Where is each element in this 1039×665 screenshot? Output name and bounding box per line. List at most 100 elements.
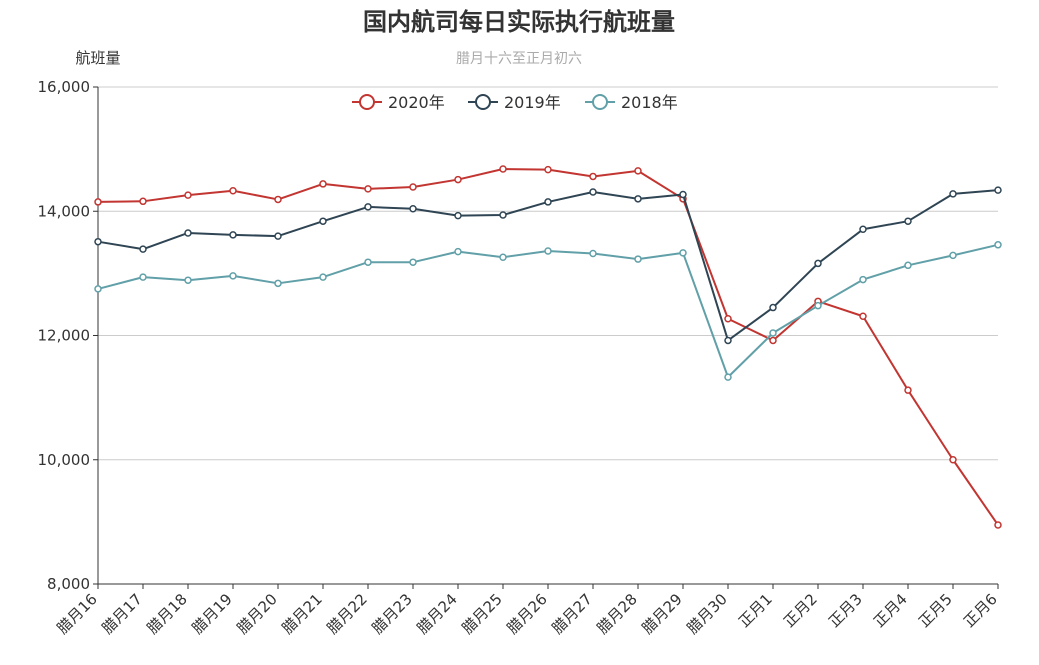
data-point[interactable]	[679, 249, 687, 257]
data-point[interactable]	[409, 183, 417, 191]
data-point[interactable]	[769, 303, 777, 312]
legend-item[interactable]: 2018年	[585, 93, 678, 112]
data-point[interactable]	[544, 198, 552, 206]
series-line	[97, 168, 999, 526]
data-point[interactable]	[589, 172, 597, 181]
axes: 8,00010,00012,00014,00016,000腊月16腊月17腊月1…	[38, 78, 1001, 638]
series-line	[97, 243, 999, 379]
data-point[interactable]	[949, 251, 957, 260]
data-point[interactable]	[859, 225, 867, 234]
legend-label: 2018年	[621, 93, 678, 112]
data-point[interactable]	[94, 198, 102, 206]
x-tick-label: 腊月29	[638, 590, 685, 637]
data-point[interactable]	[679, 190, 687, 199]
legend-item[interactable]: 2020年	[352, 93, 445, 112]
data-point[interactable]	[724, 314, 732, 323]
data-point[interactable]	[364, 203, 372, 211]
legend-label: 2019年	[504, 93, 561, 112]
data-point[interactable]	[454, 175, 462, 184]
data-point[interactable]	[319, 273, 327, 281]
y-tick-label: 12,000	[38, 327, 91, 345]
data-point[interactable]	[994, 186, 1002, 194]
x-tick-label: 腊月22	[323, 590, 370, 637]
x-tick-label: 正月2	[780, 590, 821, 631]
x-tick-label: 正月6	[960, 590, 1001, 631]
legend-label: 2020年	[388, 93, 445, 112]
data-point[interactable]	[769, 329, 777, 337]
data-point[interactable]	[634, 167, 642, 175]
data-point[interactable]	[184, 191, 192, 199]
x-tick-label: 正月5	[915, 590, 956, 631]
data-point[interactable]	[364, 258, 372, 266]
x-tick-label: 腊月19	[188, 590, 235, 637]
data-point[interactable]	[454, 211, 462, 220]
data-point[interactable]	[94, 285, 102, 293]
x-tick-label: 腊月26	[503, 590, 550, 637]
data-point[interactable]	[949, 190, 957, 198]
data-point[interactable]	[634, 195, 642, 203]
data-point[interactable]	[229, 231, 237, 239]
data-point[interactable]	[499, 253, 507, 261]
data-point[interactable]	[274, 232, 282, 240]
data-point[interactable]	[454, 247, 462, 256]
data-point[interactable]	[319, 180, 327, 188]
x-tick-label: 腊月17	[98, 590, 145, 637]
data-point[interactable]	[499, 211, 507, 219]
data-point[interactable]	[724, 373, 732, 381]
data-point[interactable]	[904, 217, 912, 225]
series-group	[94, 165, 1002, 529]
data-point[interactable]	[994, 241, 1002, 249]
data-point[interactable]	[589, 249, 597, 258]
data-point[interactable]	[229, 272, 237, 280]
data-point[interactable]	[994, 521, 1002, 529]
data-point[interactable]	[229, 186, 237, 195]
data-point[interactable]	[769, 336, 777, 345]
x-tick-label: 腊月18	[143, 590, 190, 637]
x-tick-label: 正月3	[825, 590, 866, 631]
legend-marker	[475, 94, 491, 110]
data-point[interactable]	[184, 276, 192, 284]
data-point[interactable]	[139, 273, 147, 281]
data-point[interactable]	[859, 312, 867, 320]
data-point[interactable]	[814, 301, 822, 310]
data-point[interactable]	[409, 258, 417, 266]
data-point[interactable]	[859, 275, 867, 284]
data-point[interactable]	[499, 165, 507, 173]
x-tick-label: 腊月16	[53, 590, 100, 637]
data-point[interactable]	[589, 188, 597, 196]
data-point[interactable]	[184, 229, 192, 237]
x-tick-label: 腊月20	[233, 590, 280, 637]
data-point[interactable]	[949, 456, 957, 464]
data-point[interactable]	[409, 205, 417, 213]
legend-item[interactable]: 2019年	[468, 93, 561, 112]
x-tick-label: 正月4	[870, 590, 911, 631]
x-tick-label: 腊月28	[593, 590, 640, 637]
data-point[interactable]	[634, 255, 642, 263]
data-point[interactable]	[94, 237, 102, 246]
x-tick-label: 腊月25	[458, 590, 505, 637]
x-tick-label: 腊月23	[368, 590, 415, 637]
data-point[interactable]	[814, 259, 822, 268]
data-point[interactable]	[904, 261, 912, 270]
series-0	[94, 165, 1002, 529]
data-point[interactable]	[544, 247, 552, 255]
x-tick-label: 正月1	[735, 590, 776, 631]
x-tick-label: 腊月24	[413, 590, 460, 637]
data-point[interactable]	[274, 195, 282, 204]
data-point[interactable]	[319, 217, 327, 225]
data-point[interactable]	[274, 279, 282, 288]
data-point[interactable]	[904, 386, 912, 394]
data-point[interactable]	[139, 245, 147, 253]
x-tick-label: 腊月30	[683, 590, 730, 637]
data-point[interactable]	[724, 336, 732, 345]
legend-marker	[592, 94, 608, 110]
x-tick-label: 腊月21	[278, 590, 325, 637]
series-1	[94, 186, 1002, 345]
legend[interactable]: 2020年 2019年 2018年	[352, 93, 678, 112]
data-point[interactable]	[139, 197, 147, 206]
x-tick-label: 腊月27	[548, 590, 595, 637]
chart-subtitle: 腊月十六至正月初六	[456, 50, 582, 67]
data-point[interactable]	[544, 165, 552, 174]
data-point[interactable]	[364, 185, 372, 193]
